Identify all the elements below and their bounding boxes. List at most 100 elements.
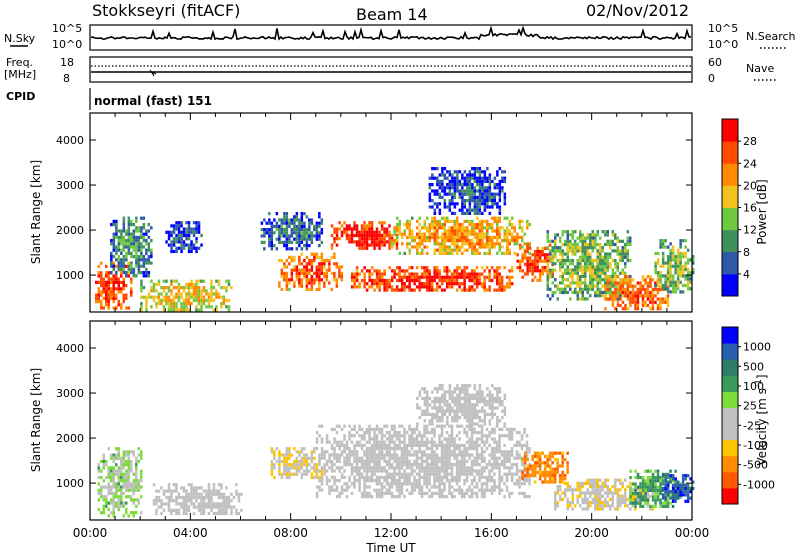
power-echo-cell-2 bbox=[227, 305, 231, 309]
power-echo-cell-8 bbox=[501, 226, 504, 230]
velocity-echo-cell-1 bbox=[202, 495, 206, 500]
velocity-echo-cell-3 bbox=[390, 482, 394, 486]
power-echo-cell-4 bbox=[298, 244, 301, 248]
noise-right-tick-bottom: 10^0 bbox=[708, 38, 738, 51]
power-echo-cell-8 bbox=[461, 235, 464, 239]
power-echo-cell-0 bbox=[95, 293, 98, 297]
velocity-echo-cell-3 bbox=[443, 447, 446, 451]
velocity-echo-cell-2 bbox=[288, 469, 291, 473]
power-echo-cell-2 bbox=[210, 289, 213, 293]
power-echo-cell-6 bbox=[330, 246, 334, 250]
power-echo-cell-1 bbox=[122, 229, 126, 233]
velocity-echo-cell-3 bbox=[420, 443, 424, 447]
power-echo-cell-6 bbox=[335, 237, 339, 241]
power-echo-cell-5 bbox=[305, 284, 309, 288]
power-echo-cell-4 bbox=[305, 228, 309, 232]
power-echo-cell-0 bbox=[97, 274, 100, 278]
power-echo-cell-9 bbox=[496, 173, 499, 177]
power-echo-cell-1 bbox=[120, 251, 123, 255]
velocity-echo-cell-3 bbox=[388, 431, 391, 435]
power-echo-cell-8 bbox=[443, 248, 446, 252]
power-echo-cell-7 bbox=[480, 266, 484, 270]
power-echo-cell-2 bbox=[160, 302, 163, 306]
power-echo-cell-11 bbox=[554, 239, 557, 243]
velocity-echo-cell-0 bbox=[132, 511, 135, 515]
velocity-echo-cell-1 bbox=[177, 511, 181, 516]
power-echo-cell-2 bbox=[217, 282, 221, 286]
power-echo-cell-2 bbox=[195, 292, 198, 296]
power-echo-cell-4 bbox=[295, 247, 299, 251]
power-echo-cell-7 bbox=[390, 275, 394, 279]
power-echo-cell-13 bbox=[659, 271, 662, 275]
velocity-echo-cell-3 bbox=[415, 456, 419, 460]
power-echo-cell-1 bbox=[142, 245, 146, 249]
power-echo-cell-8 bbox=[518, 226, 521, 230]
velocity-echo-cell-3 bbox=[465, 450, 469, 454]
power-echo-cell-9 bbox=[438, 183, 442, 187]
power-echo-cell-12 bbox=[621, 294, 625, 298]
power-echo-cell-5 bbox=[300, 271, 304, 275]
power-echo-cell-12 bbox=[616, 300, 620, 304]
power-echo-cell-12 bbox=[659, 284, 662, 288]
power-echo-cell-8 bbox=[496, 251, 499, 255]
velocity-echo-cell-3 bbox=[355, 453, 359, 457]
velocity-echo-cell-3 bbox=[508, 437, 511, 441]
velocity-echo-cell-3 bbox=[395, 482, 399, 486]
power-echo-cell-9 bbox=[428, 186, 432, 190]
power-echo-cell-11 bbox=[576, 274, 579, 279]
velocity-echo-cell-3 bbox=[355, 459, 359, 463]
velocity-echo-cell-3 bbox=[458, 443, 461, 447]
power-echo-cell-10 bbox=[543, 259, 547, 263]
power-echo-cell-11 bbox=[559, 265, 562, 269]
power-echo-cell-12 bbox=[634, 284, 637, 288]
power-echo-cell-2 bbox=[220, 302, 223, 306]
power-echo-cell-13 bbox=[661, 283, 665, 288]
velocity-echo-cell-3 bbox=[318, 434, 321, 438]
power-echo-cell-6 bbox=[370, 221, 374, 225]
power-echo-cell-11 bbox=[609, 290, 612, 295]
power-echo-cell-9 bbox=[461, 211, 464, 215]
power-echo-cell-9 bbox=[451, 211, 454, 215]
velocity-echo-cell-3 bbox=[435, 459, 439, 463]
power-echo-cell-1 bbox=[140, 251, 143, 255]
velocity-echo-cell-3 bbox=[430, 437, 434, 441]
velocity-echo-cell-3 bbox=[425, 466, 429, 470]
velocity-echo-cell-3 bbox=[373, 440, 376, 444]
power-echo-cell-8 bbox=[491, 229, 494, 233]
velocity-echo-cell-3 bbox=[420, 453, 424, 457]
power-echo-cell-11 bbox=[616, 265, 619, 269]
velocity-echo-cell-3 bbox=[368, 447, 371, 451]
power-echo-cell-2 bbox=[157, 282, 161, 286]
velocity-echo-cell-3 bbox=[385, 463, 389, 467]
power-echo-cell-8 bbox=[403, 232, 406, 236]
power-echo-cell-8 bbox=[401, 242, 404, 246]
velocity-echo-cell-0 bbox=[115, 495, 118, 499]
power-echo-cell-9 bbox=[443, 189, 447, 193]
power-echo-cell-8 bbox=[408, 226, 411, 230]
velocity-echo-cell-3 bbox=[428, 495, 431, 499]
velocity-echo-cell-3 bbox=[320, 440, 324, 444]
power-colorbar-tick-label-2: 20 bbox=[743, 179, 757, 192]
power-echo-cell-6 bbox=[378, 230, 381, 234]
power-echo-cell-5 bbox=[340, 278, 344, 282]
velocity-echo-cell-3 bbox=[455, 469, 459, 473]
power-echo-cell-11 bbox=[556, 258, 559, 263]
power-echo-cell-11 bbox=[581, 274, 584, 279]
power-echo-cell-4 bbox=[310, 221, 314, 225]
velocity-echo-cell-3 bbox=[395, 495, 399, 499]
power-echo-cell-9 bbox=[476, 176, 479, 180]
power-echo-cell-7 bbox=[390, 285, 394, 289]
power-echo-cell-9 bbox=[466, 199, 469, 203]
power-echo-cell-13 bbox=[679, 258, 682, 262]
velocity-echo-cell-0 bbox=[125, 472, 128, 476]
velocity-echo-cell-3 bbox=[470, 459, 474, 463]
velocity-echo-cell-1 bbox=[175, 502, 178, 506]
velocity-echo-cell-3 bbox=[360, 447, 364, 451]
power-echo-cell-8 bbox=[508, 239, 511, 243]
velocity-echo-cell-3 bbox=[470, 440, 474, 444]
power-echo-cell-9 bbox=[481, 186, 484, 190]
power-echo-cell-5 bbox=[313, 278, 316, 282]
power-echo-cell-6 bbox=[368, 233, 371, 238]
velocity-echo-cell-1 bbox=[155, 502, 158, 506]
velocity-echo-cell-3 bbox=[468, 466, 471, 470]
